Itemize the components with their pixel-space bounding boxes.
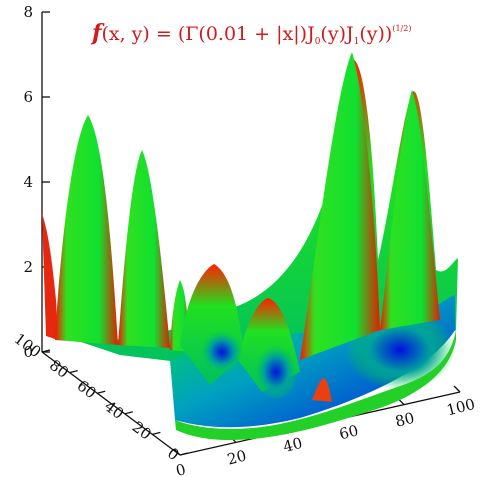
- x-tick-label: 60: [337, 421, 360, 443]
- z-tick-label: 2: [23, 258, 33, 276]
- x-tick-mark: [173, 448, 181, 456]
- z-tick-label: 8: [23, 3, 33, 21]
- y-tick-mark: [124, 411, 133, 415]
- z-tick-label: 0: [23, 343, 33, 361]
- y-tick-mark: [97, 390, 106, 394]
- y-tick-label: 60: [74, 377, 100, 403]
- surface-mesh: [42, 52, 458, 440]
- x-tick-label: 20: [225, 447, 248, 469]
- z-tick-label: 4: [23, 173, 33, 191]
- chart-title: f(x, y) = (Γ(0.01 + |x|)J0(y)J1(y))(1/2): [90, 20, 411, 47]
- title-body-2: (y)J: [320, 23, 353, 45]
- surface-front-blue-2: [254, 344, 298, 400]
- title-f: f: [90, 20, 105, 46]
- y-tick-label: 80: [46, 356, 72, 382]
- title-body-3: (y)): [359, 23, 392, 45]
- y-tick-mark: [179, 452, 189, 456]
- surface-front-blue-1: [200, 330, 244, 374]
- x-tick-mark: [453, 385, 461, 393]
- title-sub-0: 0: [315, 37, 321, 47]
- x-tick-label: 0: [174, 460, 188, 477]
- surface-left-edge: [42, 214, 58, 340]
- x-tick-label: 80: [393, 409, 416, 431]
- y-tick-label: 100: [11, 330, 45, 362]
- x-tick-label: 100: [445, 395, 477, 419]
- y-tick-mark: [41, 349, 51, 353]
- x-tick-label: 40: [281, 434, 304, 456]
- title-sub-1: 1: [354, 37, 360, 47]
- z-tick-label: 6: [23, 88, 33, 106]
- y-tick-mark: [69, 369, 78, 374]
- y-axis-line: [41, 351, 181, 456]
- surface-peak-right-tall: [300, 52, 380, 360]
- y-tick-label: 20: [129, 418, 155, 444]
- svg-text:f(x, y) = (Γ(0.01 + |x|)J0(y)J: f(x, y) = (Γ(0.01 + |x|)J0(y)J1(y))(1/2): [90, 20, 411, 47]
- surface-front-spike: [312, 378, 332, 402]
- surface-peak-right-mid: [380, 90, 440, 330]
- surface-peak-left-tall: [55, 115, 118, 345]
- y-tick-label: 40: [101, 397, 127, 423]
- title-body-1: (x, y) = (Γ(0.01 + |x|)J: [101, 23, 314, 45]
- surface-front-rim: [175, 330, 456, 440]
- title-exponent: (1/2): [392, 24, 411, 33]
- surface-peak-left-mid: [118, 150, 170, 348]
- surface-floor: [170, 295, 455, 428]
- y-tick-mark: [152, 431, 161, 436]
